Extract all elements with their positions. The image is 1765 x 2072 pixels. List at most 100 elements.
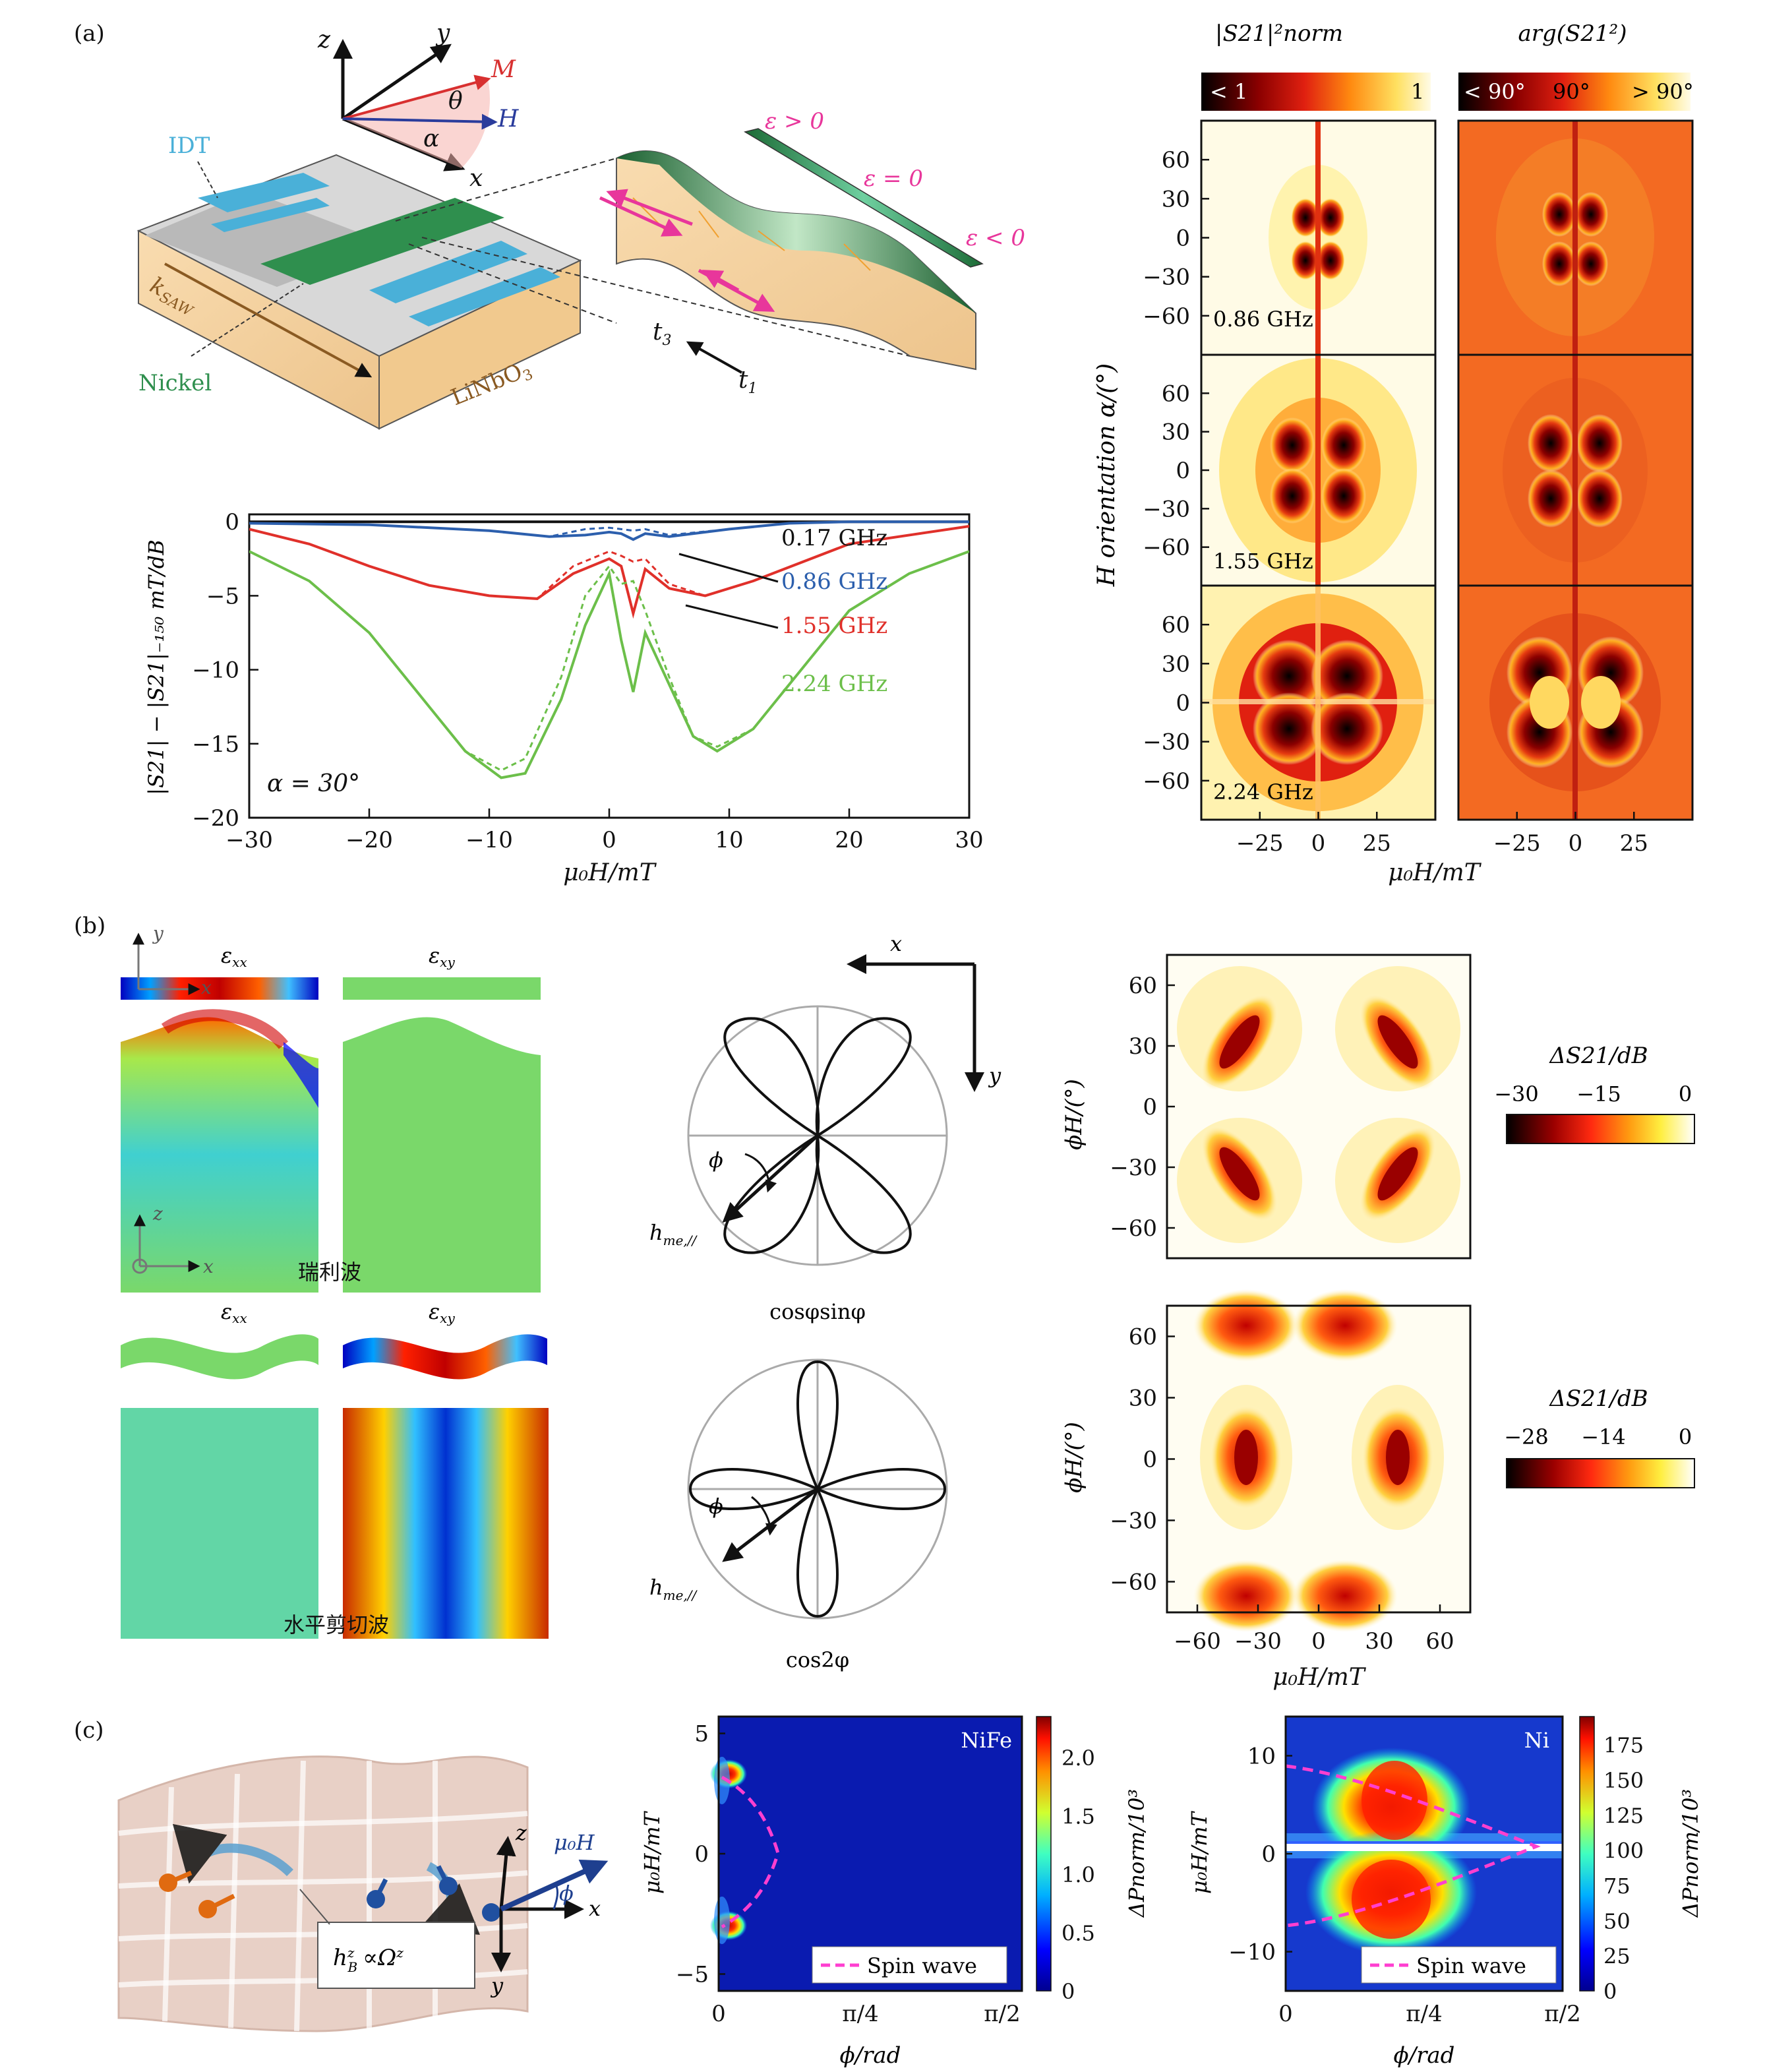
coordinate-system-a: z y x M H θ α: [317, 20, 519, 192]
heatmap-x-tick-label: 0: [1569, 830, 1583, 857]
heatmap-y-tick-label: 60: [1162, 147, 1190, 173]
legend-1.55: 1.55 GHz: [781, 613, 887, 639]
heatmap-x-tick-label: 0: [1311, 830, 1326, 857]
polar-top-caption: cosφsinφ: [769, 1299, 866, 1324]
x-tick-label: 20: [835, 827, 863, 853]
polar-bottom-phi: ϕ: [709, 1494, 723, 1519]
y-tick-label: −15: [192, 731, 239, 758]
c-axis-y: y: [490, 1973, 504, 1998]
map-top-ylabel: ϕH/(°): [1061, 1079, 1087, 1150]
polar-bottom-caption: cos2φ: [786, 1647, 849, 1672]
label-eps-neg: ε < 0: [966, 225, 1025, 251]
axis-x-label: x: [469, 165, 483, 192]
label-theta: θ: [448, 88, 463, 115]
cb-bottom-tick-0: −28: [1504, 1424, 1549, 1449]
heatmap-y-tick-label: −30: [1143, 496, 1190, 522]
heatmap-y-tick-label: 30: [1162, 419, 1190, 446]
nife-cb-tick-label: 2.0: [1062, 1746, 1095, 1771]
polar-top-h: hme,//: [649, 1220, 698, 1248]
map-x-tick-label: 60: [1425, 1628, 1454, 1655]
label-H: H: [497, 106, 519, 133]
ni-x-tick-label: π/2: [1544, 2001, 1580, 2027]
label-M: M: [491, 56, 516, 83]
freq-label-0.86: 0.86 GHz: [1213, 307, 1313, 332]
map-xlabel: μ₀H/mT: [1272, 1664, 1366, 1691]
heatmap-y-tick-label: 0: [1176, 226, 1190, 252]
heatmap-amp-1.55: 1.55 GHz: [1200, 353, 1437, 587]
zoom-lines: [395, 158, 911, 357]
legend-2.24: 2.24 GHz: [781, 671, 887, 697]
map-x-tick-label: 0: [1311, 1628, 1326, 1655]
nife-cb-tick-label: 1.5: [1062, 1804, 1095, 1829]
colorbar-left-low: < 1: [1210, 79, 1247, 104]
map-y-tick-label: −60: [1110, 1569, 1157, 1596]
nife-xlabel: ϕ/rad: [840, 2042, 901, 2069]
nife-colorbar: [1036, 1716, 1052, 1992]
shear-exx-label: εxx: [221, 1299, 247, 1326]
shear-wave: εxx εxy 水平剪切波: [121, 1299, 549, 1639]
heatmap-x-tick-label: 25: [1620, 830, 1648, 857]
ni-cb-tick-label: 75: [1603, 1874, 1630, 1899]
heatmap-amp-2.24: 2.24 GHz: [1200, 584, 1437, 821]
map-x-tick-label: 30: [1365, 1628, 1393, 1655]
polar-top-axis-x: x: [890, 931, 902, 956]
rayleigh-exy-label: εxy: [429, 943, 455, 970]
nife-cb-tick-label: 0: [1062, 1979, 1075, 2004]
heatmap-y-tick-label: 0: [1176, 690, 1190, 717]
x-tick-label: −10: [465, 827, 513, 853]
heatmap-y-tick-label: −60: [1143, 535, 1190, 561]
x-tick-label: 10: [715, 827, 743, 853]
cb-top-title: ΔS21/dB: [1548, 1043, 1648, 1069]
nife-cb-tick-label: 1.0: [1062, 1862, 1095, 1887]
rayleigh-axis-z: z: [152, 1203, 163, 1225]
heatmap-ylabel: H orientation α/(°): [1093, 363, 1120, 587]
panel-label-b: (b): [74, 913, 105, 939]
heatmap-title-left: |S21|²norm: [1215, 20, 1343, 47]
label-t3: t3: [653, 319, 671, 349]
map-top-b: [1166, 954, 1472, 1260]
nife-ylabel: μ₀H/mT: [640, 1810, 665, 1894]
ni-xlabel: ϕ/rad: [1394, 2042, 1455, 2069]
label-eps-pos: ε > 0: [765, 108, 824, 135]
heatmap-y-tick-label: 0: [1176, 458, 1190, 484]
map-colorbar-bottom: ΔS21/dB −28 −14 0: [1504, 1386, 1695, 1488]
map-y-tick-label: 30: [1129, 1033, 1157, 1060]
line-chart-series: [249, 520, 969, 779]
map-y-tick-label: 30: [1129, 1386, 1157, 1412]
lattice-schematic: hz B ∝Ωz z x y μ₀H ϕ: [117, 1755, 609, 2032]
y-tick-label: −10: [192, 657, 239, 684]
heatmap-phase-0.86: [1457, 119, 1694, 356]
heatmap-amp-0.86: 0.86 GHz: [1200, 119, 1437, 356]
x-tick-label: −20: [345, 827, 393, 853]
axis-z-label: z: [317, 26, 331, 53]
line-chart-a: −30 −20 −10 0 10 20 300−5−10−15−20 α = 30° 0.1…: [144, 509, 984, 886]
cb-bottom-tick-2: 0: [1679, 1424, 1692, 1449]
colorbar-right-low: < 90°: [1464, 79, 1526, 104]
heatmap-x-tick-label: −25: [1493, 830, 1541, 857]
ni-cb-tick-label: 125: [1603, 1803, 1644, 1828]
c-muH: μ₀H: [554, 1830, 595, 1855]
label-eps-zero: ε = 0: [864, 166, 923, 192]
nife-legend: Spin wave: [867, 1953, 977, 1978]
ni-y-tick-label: 0: [1261, 1841, 1276, 1868]
heatmap-x-tick-label: 25: [1363, 830, 1391, 857]
line-chart-xlabel: μ₀H/mT: [563, 859, 657, 886]
freq-label-1.55: 1.55 GHz: [1213, 549, 1313, 574]
map-nife: NiFe Spin wave ΔPnorm/10³: [710, 1715, 1149, 1992]
shear-name: 水平剪切波: [284, 1612, 389, 1637]
x-tick-label: 0: [602, 827, 616, 853]
ni-cb-tick-label: 0: [1603, 1979, 1617, 2004]
rayleigh-exx-label: εxx: [221, 943, 247, 970]
hb-formula: hz B ∝Ωz: [333, 1945, 404, 1975]
rayleigh-axis-x: x: [203, 1256, 214, 1277]
polar-plot-top: x y ϕ hme,// cosφsinφ: [649, 931, 1002, 1324]
map-bottom-b: [1166, 1289, 1472, 1632]
cb-top-tick-1: −15: [1576, 1082, 1621, 1107]
panel-label-c: (c): [74, 1717, 104, 1744]
nife-cb-tick-label: 0.5: [1062, 1920, 1095, 1945]
map-colorbar-top: ΔS21/dB −30 −15 0: [1494, 1043, 1695, 1144]
series-0.86 GHz-dashed: [249, 520, 969, 538]
heatmap-y-tick-label: 30: [1162, 186, 1190, 212]
ni-cb-tick-label: 25: [1603, 1944, 1630, 1969]
ni-cb-tick-label: 175: [1603, 1733, 1644, 1758]
